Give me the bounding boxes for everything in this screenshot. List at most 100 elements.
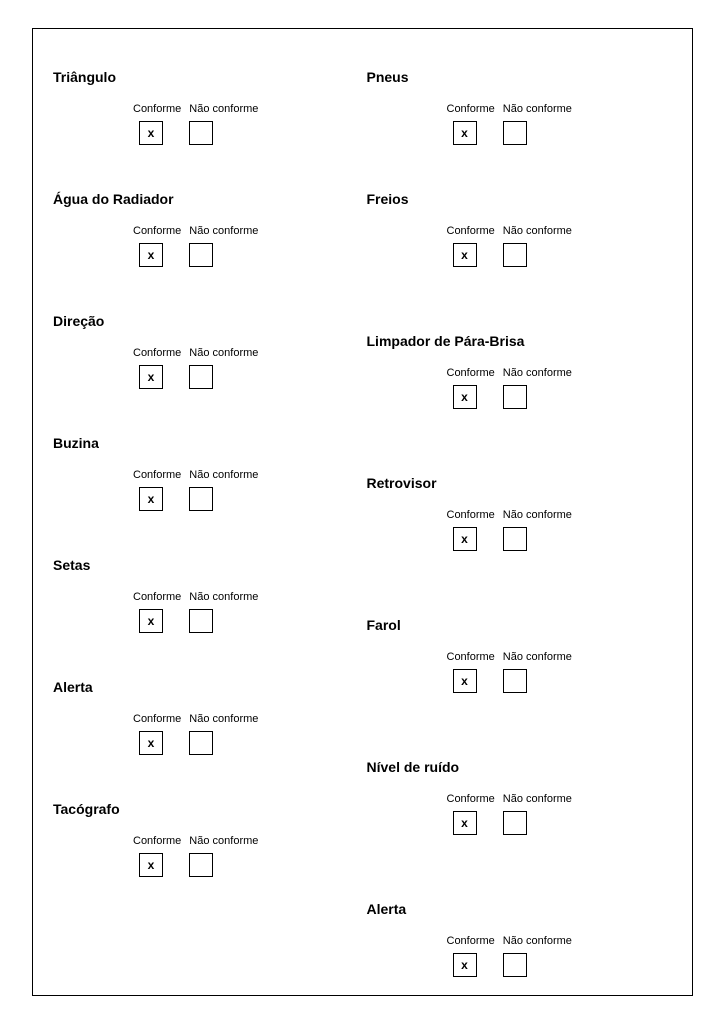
item-title: Freios [367, 191, 673, 207]
right-column: PneusConformexNão conformeFreiosConforme… [363, 69, 673, 975]
checkbox-mark: x [148, 370, 155, 384]
options-row: Conforme x Não conforme [447, 225, 673, 267]
checkbox-nao-conforme[interactable] [503, 953, 527, 977]
checkbox-nao-conforme[interactable] [189, 487, 213, 511]
option-nao-conforme: Não conforme [189, 347, 258, 389]
form-frame: TriânguloConformexNão conformeÁgua do Ra… [32, 28, 693, 996]
checkbox-nao-conforme[interactable] [503, 669, 527, 693]
options-row: Conforme x Não conforme [133, 103, 363, 145]
option-conforme: Conformex [133, 591, 181, 633]
option-label-conforme: Conforme [133, 347, 181, 359]
checklist-item-retrovisor: RetrovisorConformexNão conforme [367, 475, 673, 551]
item-title: Setas [53, 557, 363, 573]
checkbox-nao-conforme[interactable] [503, 385, 527, 409]
option-conforme: Conformex [447, 367, 495, 409]
option-nao-conforme: Não conforme [189, 225, 258, 267]
checkbox-conforme[interactable]: x [453, 121, 477, 145]
item-title: Pneus [367, 69, 673, 85]
checkbox-conforme[interactable]: x [453, 527, 477, 551]
options-row: ConformexNão conforme [133, 591, 363, 633]
options-row: ConformexNão conforme [447, 935, 673, 977]
option-conforme: Conformex [447, 509, 495, 551]
option-conforme: Conformex [447, 651, 495, 693]
checkbox-nao-conforme[interactable] [503, 811, 527, 835]
item-title: Triângulo [53, 69, 363, 85]
options-row: Conformex Não conforme [447, 651, 673, 693]
option-label-nao-conforme: Não conforme [503, 225, 572, 237]
checkbox-nao-conforme[interactable] [189, 243, 213, 267]
options-row: Conforme x Não conforme [133, 835, 363, 877]
option-label-nao-conforme: Não conforme [503, 651, 572, 663]
checkbox-conforme[interactable]: x [139, 365, 163, 389]
options-row: ConformexNão conforme [447, 509, 673, 551]
checkbox-mark: x [148, 248, 155, 262]
checklist-item-nivel-de-ruido: Nível de ruídoConformexNão conforme [367, 759, 673, 835]
checkbox-mark: x [148, 492, 155, 506]
option-label-conforme: Conforme [447, 225, 495, 237]
option-nao-conforme: Não conforme [189, 835, 258, 877]
item-title: Limpador de Pára-Brisa [367, 333, 673, 349]
options-row: ConformexNão conforme [447, 793, 673, 835]
checkbox-mark: x [148, 614, 155, 628]
option-label-conforme: Conforme [133, 225, 181, 237]
option-label-conforme: Conforme [133, 713, 181, 725]
checkbox-conforme[interactable]: x [453, 953, 477, 977]
checkbox-conforme[interactable]: x [453, 243, 477, 267]
checkbox-nao-conforme[interactable] [189, 609, 213, 633]
option-nao-conforme: Não conforme [189, 469, 258, 511]
option-conforme: Conforme x [133, 225, 181, 267]
checkbox-mark: x [148, 736, 155, 750]
columns: TriânguloConformexNão conformeÁgua do Ra… [53, 69, 672, 975]
option-label-conforme: Conforme [133, 103, 181, 115]
option-conforme: Conforme x [133, 835, 181, 877]
checkbox-mark: x [461, 674, 468, 688]
checklist-item-agua-do-radiador: Água do RadiadorConformexNão conforme [53, 191, 363, 267]
checkbox-conforme[interactable]: x [453, 669, 477, 693]
option-label-nao-conforme: Não conforme [189, 469, 258, 481]
checkbox-nao-conforme[interactable] [503, 121, 527, 145]
item-title: Buzina [53, 435, 363, 451]
item-title: Tacógrafo [53, 801, 363, 817]
checkbox-conforme[interactable]: x [453, 385, 477, 409]
option-conforme: Conforme x [447, 225, 495, 267]
checkbox-mark: x [461, 958, 468, 972]
options-row: ConformexNão conforme [133, 469, 363, 511]
option-nao-conforme: Não conforme [503, 367, 572, 409]
option-label-conforme: Conforme [447, 103, 495, 115]
option-label-nao-conforme: Não conforme [503, 935, 572, 947]
checkbox-nao-conforme[interactable] [189, 365, 213, 389]
checklist-item-setas: Setas ConformexNão conforme [53, 557, 363, 633]
checkbox-nao-conforme[interactable] [503, 527, 527, 551]
checkbox-mark: x [461, 816, 468, 830]
checkbox-mark: x [461, 126, 468, 140]
option-label-nao-conforme: Não conforme [189, 225, 258, 237]
options-row: Conforme x Não conforme [133, 225, 363, 267]
checkbox-conforme[interactable]: x [139, 853, 163, 877]
checkbox-nao-conforme[interactable] [503, 243, 527, 267]
option-conforme: Conformex [447, 793, 495, 835]
option-label-conforme: Conforme [133, 835, 181, 847]
option-label-nao-conforme: Não conforme [189, 347, 258, 359]
checklist-item-buzina: BuzinaConformexNão conforme [53, 435, 363, 511]
checkbox-conforme[interactable]: x [139, 609, 163, 633]
checkbox-conforme[interactable]: x [139, 731, 163, 755]
checkbox-conforme[interactable]: x [139, 487, 163, 511]
checkbox-mark: x [461, 390, 468, 404]
checkbox-conforme[interactable]: x [453, 811, 477, 835]
options-row: Conforme x Não conforme [447, 103, 673, 145]
option-label-nao-conforme: Não conforme [503, 103, 572, 115]
page: TriânguloConformexNão conformeÁgua do Ra… [0, 0, 725, 1024]
checkbox-nao-conforme[interactable] [189, 121, 213, 145]
checklist-item-limpador-de-para-brisa: Limpador de Pára-Brisa ConformexNão confo… [367, 333, 673, 409]
checkbox-conforme[interactable]: x [139, 243, 163, 267]
option-label-nao-conforme: Não conforme [189, 103, 258, 115]
checkbox-nao-conforme[interactable] [189, 853, 213, 877]
option-nao-conforme: Não conforme [189, 103, 258, 145]
item-title: Direção [53, 313, 363, 329]
checkbox-conforme[interactable]: x [139, 121, 163, 145]
checkbox-mark: x [461, 532, 468, 546]
checklist-item-freios: Freios Conforme x Não conforme [367, 191, 673, 267]
option-nao-conforme: Não conforme [503, 509, 572, 551]
checkbox-mark: x [148, 858, 155, 872]
checkbox-nao-conforme[interactable] [189, 731, 213, 755]
